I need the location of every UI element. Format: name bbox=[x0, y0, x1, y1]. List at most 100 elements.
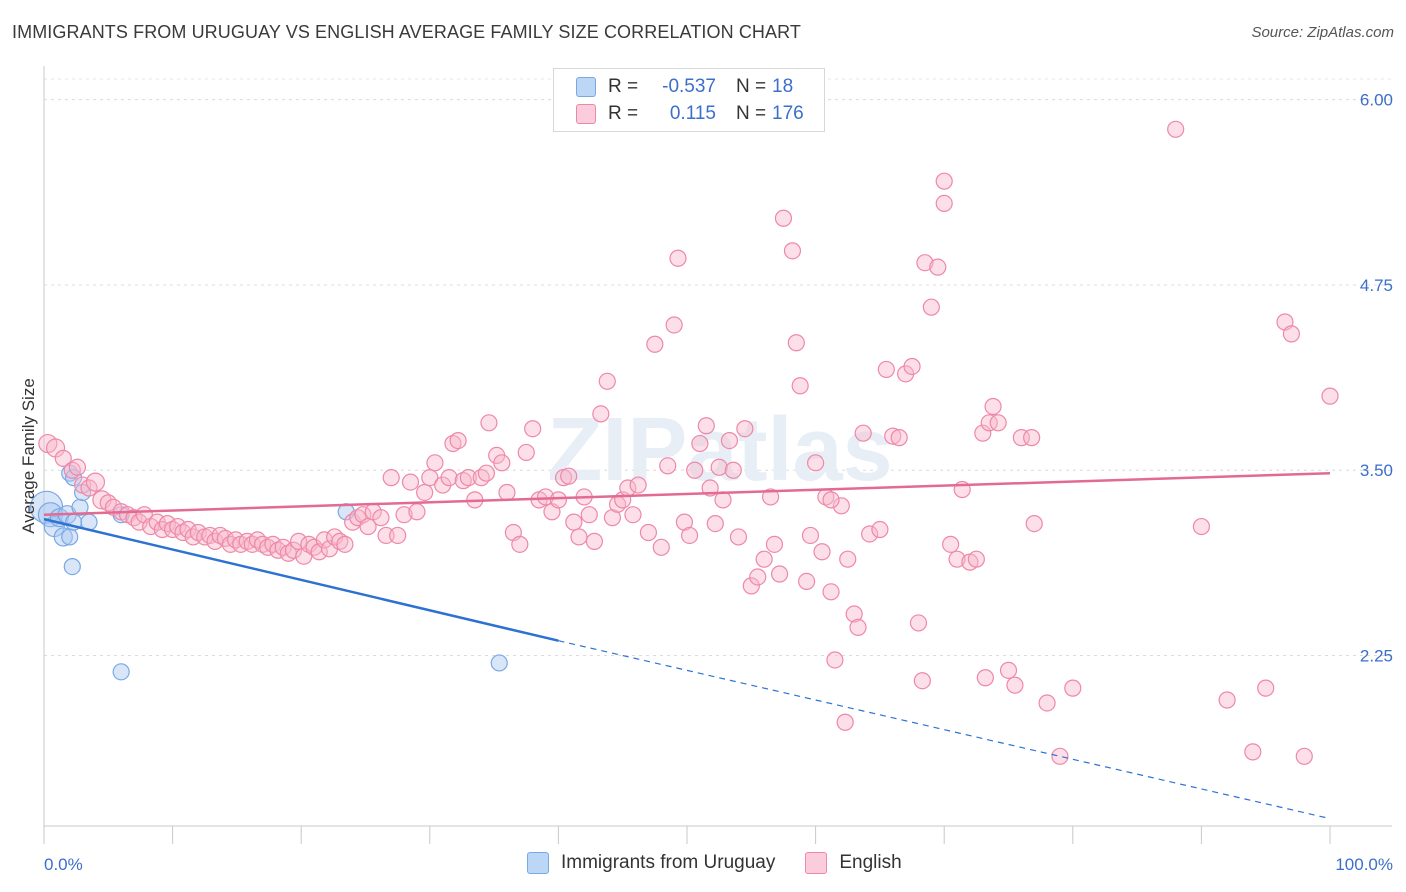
data-point bbox=[536, 488, 555, 506]
data-point bbox=[490, 654, 508, 672]
data-point bbox=[797, 572, 816, 591]
data-point bbox=[710, 458, 728, 476]
data-point bbox=[1321, 387, 1339, 405]
data-point bbox=[680, 526, 699, 545]
data-point bbox=[884, 427, 902, 445]
data-point bbox=[691, 434, 709, 453]
data-point bbox=[592, 405, 610, 423]
n-label: N = bbox=[736, 76, 767, 97]
data-point bbox=[890, 429, 908, 447]
data-point bbox=[942, 535, 960, 553]
data-point bbox=[63, 557, 81, 576]
x-tick-label-min: 0.0% bbox=[44, 855, 83, 874]
data-point bbox=[871, 520, 889, 539]
legend-row-english: R = 0.115 N = 176 bbox=[576, 102, 812, 126]
legend-label-english: English bbox=[839, 852, 902, 873]
data-point bbox=[565, 513, 583, 531]
n-value: 176 bbox=[772, 103, 804, 124]
data-point bbox=[382, 469, 400, 487]
data-point bbox=[916, 254, 934, 272]
data-point bbox=[408, 503, 426, 521]
data-point bbox=[639, 523, 658, 542]
data-point bbox=[401, 473, 420, 491]
data-point bbox=[598, 372, 616, 390]
y-tick-label: 3.50 bbox=[1360, 461, 1393, 480]
data-point bbox=[659, 457, 677, 475]
legend-label-uruguay: Immigrants from Uruguay bbox=[561, 852, 776, 873]
data-point bbox=[836, 713, 854, 731]
legend-item-uruguay[interactable]: Immigrants from Uruguay bbox=[527, 852, 775, 874]
data-point bbox=[714, 491, 732, 509]
data-point bbox=[331, 532, 349, 550]
data-point bbox=[71, 498, 89, 516]
y-axis-title: Average Family Size bbox=[19, 378, 38, 534]
legend-item-english[interactable]: English bbox=[805, 852, 902, 874]
data-point bbox=[669, 249, 687, 267]
data-point bbox=[765, 535, 784, 553]
data-point bbox=[967, 550, 985, 568]
data-point bbox=[724, 461, 742, 479]
data-point bbox=[1282, 325, 1301, 343]
data-point bbox=[736, 420, 754, 438]
data-point bbox=[389, 526, 407, 545]
y-tick-label: 2.25 bbox=[1360, 647, 1393, 666]
data-point bbox=[652, 538, 670, 556]
data-point bbox=[974, 424, 992, 442]
data-point bbox=[459, 469, 477, 487]
data-point bbox=[761, 488, 780, 506]
data-point bbox=[720, 431, 739, 450]
data-point bbox=[416, 483, 434, 502]
data-point bbox=[493, 454, 511, 472]
data-point bbox=[774, 209, 793, 227]
data-point bbox=[585, 532, 604, 550]
data-point bbox=[903, 357, 921, 376]
legend-swatch-uruguay bbox=[576, 77, 596, 97]
data-point bbox=[854, 424, 872, 442]
data-point bbox=[54, 449, 72, 467]
data-point bbox=[1006, 676, 1024, 694]
data-point bbox=[549, 491, 568, 509]
data-point bbox=[68, 458, 87, 476]
data-point bbox=[1295, 747, 1313, 765]
data-point bbox=[929, 258, 947, 276]
data-point bbox=[697, 417, 715, 435]
data-point bbox=[284, 541, 303, 559]
data-point bbox=[477, 464, 495, 482]
chart-title: IMMIGRANTS FROM URUGUAY VS ENGLISH AVERA… bbox=[12, 22, 801, 42]
legend-swatch-english bbox=[576, 104, 596, 124]
data-point bbox=[801, 526, 820, 545]
data-point bbox=[742, 577, 760, 595]
data-point bbox=[913, 672, 931, 690]
data-point bbox=[729, 528, 748, 546]
data-point bbox=[336, 535, 354, 553]
data-point bbox=[861, 525, 879, 543]
data-point bbox=[1244, 743, 1262, 761]
data-point bbox=[372, 509, 390, 527]
data-point bbox=[629, 476, 647, 494]
y-tick-label: 4.75 bbox=[1360, 276, 1393, 295]
data-point bbox=[749, 568, 767, 586]
data-point bbox=[624, 506, 642, 524]
data-point bbox=[839, 550, 857, 568]
data-point bbox=[845, 605, 863, 623]
data-point bbox=[791, 377, 809, 395]
r-value: 0.115 bbox=[669, 103, 716, 124]
data-point bbox=[686, 461, 704, 479]
data-point bbox=[980, 414, 998, 432]
data-point bbox=[984, 397, 1002, 416]
data-point bbox=[849, 618, 867, 636]
trend-line-uruguay-extrapolated bbox=[558, 640, 1331, 820]
r-label: R = bbox=[608, 103, 639, 124]
data-point bbox=[935, 194, 953, 213]
gridlines bbox=[44, 78, 1392, 657]
data-point bbox=[989, 414, 1007, 432]
data-point bbox=[1257, 679, 1275, 697]
x-tick-label-max: 100.0% bbox=[1335, 855, 1393, 874]
data-point bbox=[1038, 694, 1056, 712]
data-point bbox=[1167, 120, 1185, 138]
r-label: R = bbox=[608, 76, 639, 97]
data-point bbox=[454, 472, 472, 490]
series-legend: Immigrants from Uruguay English bbox=[527, 852, 932, 874]
data-point bbox=[822, 491, 840, 509]
